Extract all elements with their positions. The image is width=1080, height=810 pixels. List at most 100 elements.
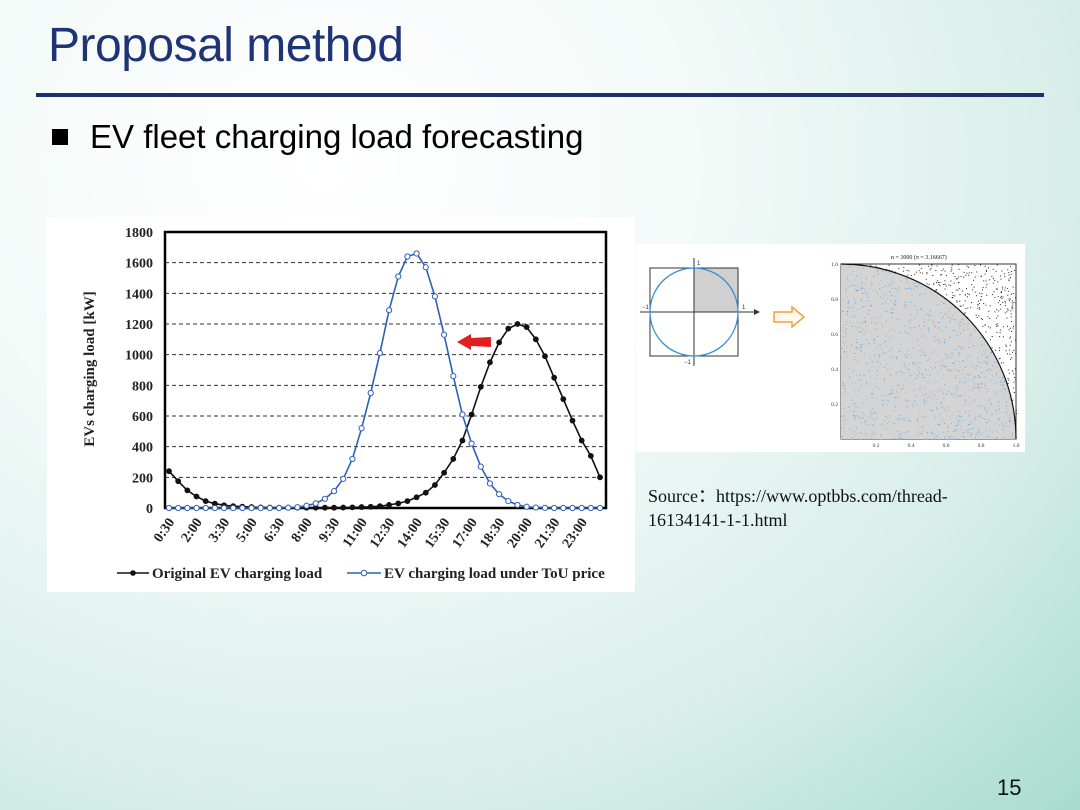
small-axis-left: −1 <box>642 305 650 311</box>
x-tick-label: 23:00 <box>560 516 591 551</box>
data-point <box>596 504 604 512</box>
charging-load-chart-svg: EVs charging load [kW] 0 200 400 600 800 1000… <box>82 226 608 582</box>
x-tick-label: 12:30 <box>367 516 398 551</box>
x-tick-label: 11:00 <box>340 516 371 551</box>
mc-x-tick: 0.2 <box>873 443 880 449</box>
square-bullet-icon <box>52 129 68 145</box>
data-point <box>230 504 237 512</box>
series-2 <box>165 250 604 512</box>
unit-circle-diagram: 1 1 −1 −1 <box>640 258 760 366</box>
mc-y-tick: 0.4 <box>831 367 838 373</box>
quarter-circle-scatter: n = 3000 (π = 3.16667) 1.0 0.8 0.6 0.4 0.2 0… <box>831 254 1020 449</box>
y-tick-label: 1200 <box>125 318 153 333</box>
mc-x-tick: 0.8 <box>978 443 985 449</box>
y-tick-label: 0 <box>146 502 153 517</box>
source-label: Source： <box>648 486 716 506</box>
data-point <box>211 500 218 507</box>
small-axis-top: 1 <box>697 261 701 267</box>
data-point <box>331 504 337 511</box>
small-axis-right: 1 <box>742 305 746 311</box>
data-point <box>340 504 347 511</box>
x-tick-labels: 0:30 2:00 3:30 5:00 6:30 8:00 9:3011:0012:3014… <box>151 516 591 551</box>
y-tick-labels: 0 200 400 600 800 1000 1200 1400 1600 1800 <box>125 226 153 517</box>
data-point <box>330 488 338 495</box>
y-tick-label: 800 <box>132 379 153 394</box>
bullet-item: EV fleet charging load forecasting <box>52 118 583 156</box>
mc-y-tick: 0.8 <box>831 297 838 303</box>
data-point <box>422 489 429 496</box>
plot-frame <box>163 230 608 510</box>
data-point <box>211 504 218 512</box>
small-axis-bottom: −1 <box>684 360 692 366</box>
data-point <box>450 456 457 462</box>
y-tick-label: 1000 <box>125 349 153 364</box>
mc-y-tick: 0.6 <box>831 332 838 338</box>
data-point <box>312 504 319 511</box>
data-point <box>560 396 567 403</box>
data-point <box>367 389 374 397</box>
data-point <box>202 504 209 512</box>
data-point <box>340 475 347 482</box>
data-point <box>294 504 301 511</box>
data-point <box>505 325 512 332</box>
data-point <box>175 478 182 485</box>
data-point <box>248 504 255 512</box>
data-point <box>358 425 365 432</box>
y-tick-label: 400 <box>132 441 153 456</box>
series-group <box>165 250 604 512</box>
data-point <box>514 501 521 509</box>
y-tick-label: 600 <box>132 410 153 425</box>
x-tick-label: 14:00 <box>395 516 426 551</box>
monte-carlo-svg: 1 1 −1 −1 n = 3000 (π = 3.16667) 1.0 0.8 0… <box>640 254 1020 449</box>
mc-x-tick: 1.0 <box>1013 443 1020 449</box>
mc-x-tick: 0.4 <box>908 443 915 449</box>
data-point <box>202 498 209 504</box>
charging-load-chart: EVs charging load [kW] 0 200 400 600 800 1000… <box>47 217 635 592</box>
monte-carlo-figure: 1 1 −1 −1 n = 3000 (π = 3.16667) 1.0 0.8 0… <box>636 244 1025 452</box>
data-point <box>275 504 283 512</box>
data-point <box>477 463 484 470</box>
data-point <box>450 373 457 380</box>
data-point <box>487 359 493 366</box>
data-point <box>404 253 411 260</box>
series-1 <box>166 321 603 511</box>
legend-marker <box>360 569 368 577</box>
x-tick-label: 20:00 <box>505 516 536 551</box>
title-divider <box>36 93 1044 97</box>
data-point <box>285 504 292 511</box>
data-point <box>459 437 466 444</box>
data-point <box>165 504 173 512</box>
data-point <box>514 321 521 327</box>
x-tick-label: 18:30 <box>477 516 508 551</box>
data-point <box>486 480 494 487</box>
data-point <box>468 411 475 418</box>
data-point <box>560 504 567 512</box>
data-point <box>376 350 384 357</box>
data-point <box>321 504 328 511</box>
data-point <box>404 498 411 504</box>
mc-x-tick: 0.6 <box>943 443 950 449</box>
data-point <box>578 437 585 444</box>
mc-caption: n = 3000 (π = 3.16667) <box>891 254 947 261</box>
data-point <box>459 411 466 418</box>
source-link[interactable]: https://www.optbbs.com/thread-16134141-1… <box>648 486 948 530</box>
data-point <box>193 493 200 500</box>
data-point <box>468 440 475 447</box>
data-point <box>395 500 402 507</box>
data-point <box>166 468 172 475</box>
x-tick-label: 3:30 <box>206 516 233 546</box>
data-point <box>432 482 438 488</box>
x-tick-label: 0:30 <box>151 516 178 546</box>
data-point <box>477 383 484 390</box>
data-point <box>523 324 530 330</box>
data-point <box>175 504 182 512</box>
data-point <box>542 353 548 360</box>
mc-y-tick: 0.2 <box>831 402 838 408</box>
data-point <box>569 504 576 512</box>
x-tick-label: 6:30 <box>261 516 288 546</box>
data-point <box>367 503 374 510</box>
series-line <box>169 252 600 509</box>
data-point <box>413 250 420 257</box>
data-point <box>385 307 393 314</box>
x-tick-label: 17:00 <box>450 516 481 551</box>
